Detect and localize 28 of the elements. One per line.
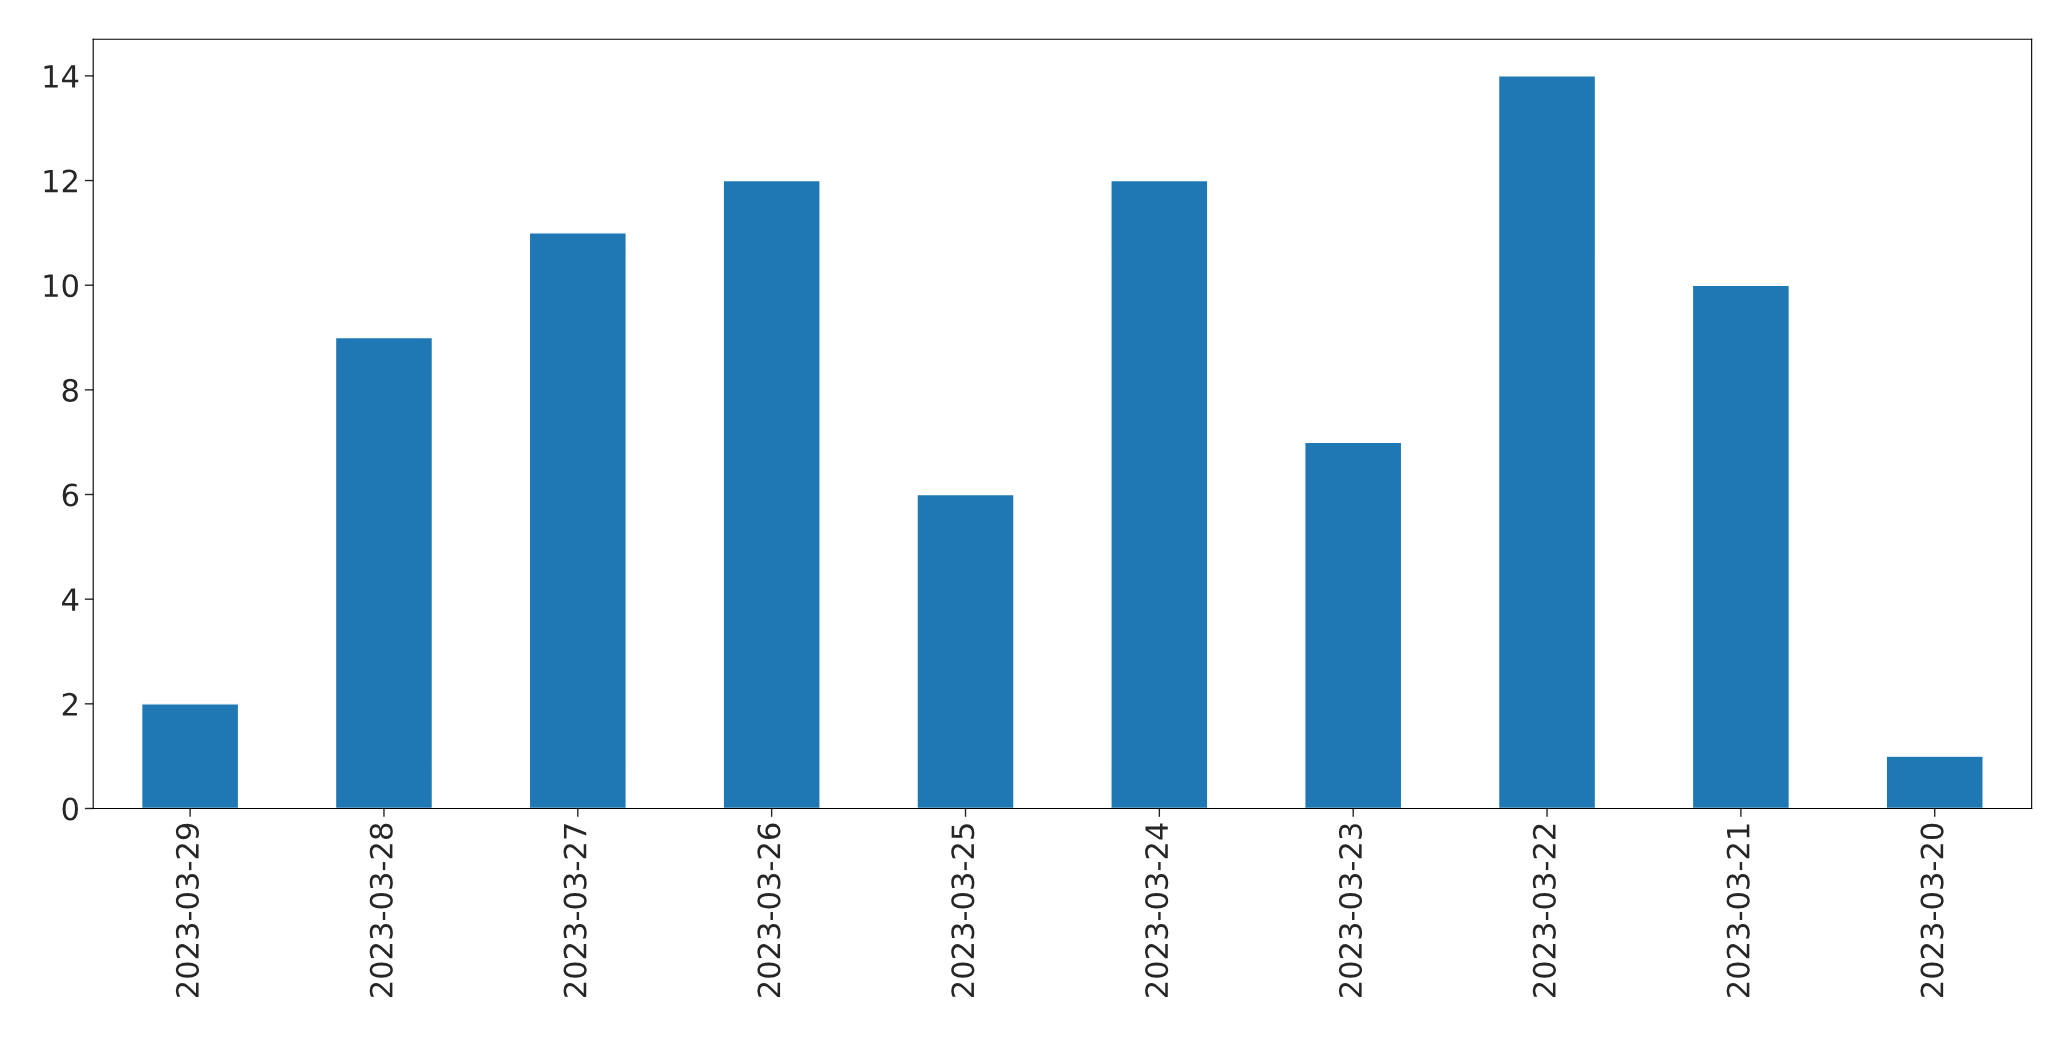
- y-tick-label: 4: [62, 588, 79, 611]
- bar: [528, 232, 627, 809]
- x-tick-label: 2023-03-27: [563, 824, 587, 998]
- y-tick-label: 0: [62, 797, 78, 821]
- bar: [334, 336, 434, 809]
- x-tick-label: 2023-03-26: [757, 823, 781, 998]
- bar: [1497, 75, 1597, 809]
- y-tick-label: 10: [44, 274, 78, 298]
- y-tick-label: 6: [62, 483, 79, 507]
- y-tick-label: 8: [62, 378, 78, 402]
- y-tick-label: 14: [44, 65, 79, 88]
- x-tick-label: 2023-03-28: [369, 823, 393, 998]
- bar: [1110, 179, 1209, 809]
- bar: [1885, 755, 1984, 809]
- bar: [916, 493, 1015, 809]
- x-tick-label: 2023-03-29: [175, 823, 199, 998]
- y-tick-label: 12: [44, 169, 77, 193]
- x-tick-label: 2023-03-21: [1726, 824, 1750, 998]
- x-tick-label: 2023-03-23: [1338, 824, 1363, 998]
- bar: [1304, 441, 1403, 809]
- x-tick-label: 2023-03-22: [1532, 824, 1556, 998]
- bar: [1691, 284, 1791, 809]
- bar: [140, 703, 240, 809]
- y-tick-label: 2: [62, 692, 77, 716]
- x-tick-label: 2023-03-20: [1920, 823, 1944, 998]
- bar: [722, 179, 821, 809]
- x-tick-label: 2023-03-24: [1145, 823, 1169, 998]
- x-tick-label: 2023-03-25: [951, 824, 975, 998]
